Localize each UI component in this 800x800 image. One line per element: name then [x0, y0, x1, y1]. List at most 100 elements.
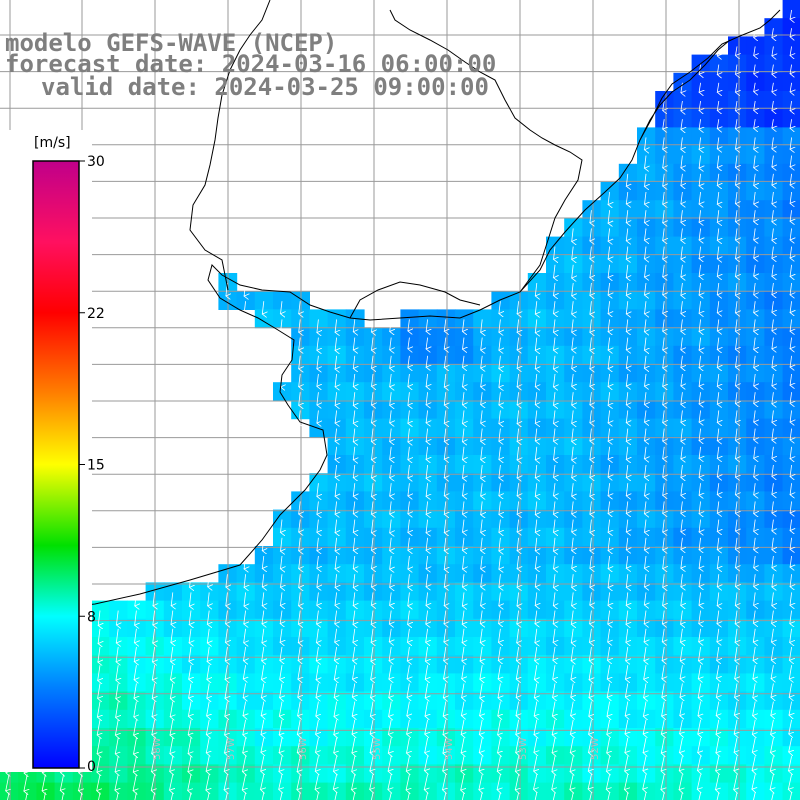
- wind-arrow: [736, 228, 738, 240]
- wind-speed-cell: [637, 582, 656, 602]
- wind-speed-cell: [728, 36, 747, 56]
- wind-arrow: [480, 628, 482, 643]
- wind-speed-cell: [455, 455, 474, 474]
- wind-speed-cell: [728, 54, 747, 74]
- wind-speed-cell: [564, 564, 583, 583]
- wind-speed-cell: [273, 309, 292, 329]
- wind-arrow: [481, 446, 483, 460]
- wind-arrow: [789, 683, 791, 697]
- wind-arrow: [499, 373, 501, 387]
- wind-arrow: [734, 737, 737, 752]
- wind-speed-cell: [691, 546, 711, 565]
- wind-speed-cell: [582, 236, 602, 256]
- wind-arrow: [463, 519, 465, 533]
- wind-speed-cell: [582, 382, 602, 401]
- wind-speed-cell: [691, 746, 711, 765]
- wind-arrow: [772, 337, 774, 349]
- wind-speed-cell: [473, 564, 492, 583]
- wind-speed-cell: [546, 400, 565, 420]
- wind-arrow: [553, 665, 555, 679]
- wind-arrow: [717, 646, 719, 661]
- wind-arrow: [771, 665, 773, 678]
- wind-arrow: [752, 719, 755, 735]
- wind-arrow: [626, 574, 628, 587]
- wind-arrow: [790, 228, 792, 240]
- wind-arrow: [699, 155, 701, 169]
- wind-arrow: [554, 483, 556, 496]
- wind-speed-cell: [455, 655, 474, 674]
- colorbar-tick-label: 30: [87, 154, 105, 170]
- wind-speed-cell: [327, 473, 347, 492]
- wind-arrow: [298, 628, 300, 643]
- wind-arrow: [389, 610, 391, 625]
- wind-arrow: [390, 501, 392, 514]
- wind-speed-cell: [691, 473, 711, 492]
- wind-arrow: [570, 719, 573, 735]
- wind-speed-cell: [509, 673, 529, 693]
- wind-speed-cell: [618, 491, 638, 511]
- wind-arrow: [736, 210, 738, 222]
- wind-speed-cell: [673, 218, 693, 238]
- wind-speed-cell: [546, 345, 565, 365]
- wind-speed-cell: [236, 637, 256, 656]
- wind-speed-cell: [327, 509, 347, 529]
- wind-speed-cell: [728, 364, 747, 383]
- wind-speed-cell: [782, 36, 800, 56]
- wind-speed-cell: [637, 327, 656, 347]
- wind-speed-cell: [618, 709, 638, 729]
- wind-arrow: [662, 683, 664, 697]
- wind-speed-cell: [527, 527, 547, 547]
- wind-speed-cell: [709, 291, 729, 310]
- wind-arrow: [608, 246, 610, 260]
- wind-arrow: [663, 210, 665, 223]
- wind-speed-cell: [236, 291, 256, 310]
- wind-arrow: [262, 537, 264, 551]
- wind-arrow: [717, 355, 719, 368]
- wind-speed-cell: [400, 673, 420, 693]
- wind-speed-cell: [600, 327, 620, 347]
- wind-speed-cell: [709, 673, 729, 693]
- wind-speed-cell: [418, 582, 438, 602]
- wind-speed-cell: [382, 345, 401, 365]
- wind-speed-cell: [764, 782, 784, 800]
- wind-speed-cell: [400, 637, 420, 656]
- wind-arrow: [772, 501, 774, 513]
- wind-speed-cell: [473, 509, 492, 529]
- wind-arrow: [481, 519, 483, 533]
- wind-speed-cell: [546, 273, 565, 292]
- wind-speed-cell: [691, 163, 711, 183]
- wind-speed-cell: [600, 418, 620, 438]
- wind-arrow: [772, 228, 774, 240]
- wind-arrow: [463, 446, 465, 460]
- wind-arrow: [390, 446, 392, 460]
- wind-speed-cell: [746, 163, 765, 183]
- wind-speed-cell: [546, 436, 565, 456]
- wind-speed-cell: [673, 145, 693, 165]
- wind-speed-cell: [418, 473, 438, 492]
- wind-arrow: [372, 574, 374, 587]
- wind-arrow: [608, 337, 610, 351]
- wind-arrow: [370, 737, 373, 753]
- wind-arrow: [316, 646, 318, 661]
- wind-speed-cell: [91, 600, 110, 620]
- wind-arrow: [389, 683, 391, 697]
- wind-arrow: [571, 665, 573, 679]
- wind-arrow: [717, 301, 719, 313]
- wind-arrow: [499, 301, 501, 313]
- wind-speed-cell: [728, 273, 747, 292]
- wind-arrow: [499, 537, 501, 551]
- wind-speed-cell: [364, 491, 383, 511]
- wind-speed-cell: [746, 182, 765, 201]
- wind-arrow: [789, 701, 792, 716]
- wind-arrow: [699, 119, 701, 129]
- wind-arrow: [716, 719, 719, 735]
- wind-speed-cell: [273, 782, 292, 800]
- wind-speed-cell: [436, 436, 456, 456]
- wind-arrow: [499, 446, 501, 460]
- wind-arrow: [372, 410, 374, 422]
- wind-speed-cell: [200, 673, 219, 693]
- wind-speed-cell: [345, 691, 365, 711]
- wind-arrow: [790, 119, 792, 128]
- wind-speed-cell: [91, 782, 110, 800]
- wind-arrow: [298, 683, 300, 697]
